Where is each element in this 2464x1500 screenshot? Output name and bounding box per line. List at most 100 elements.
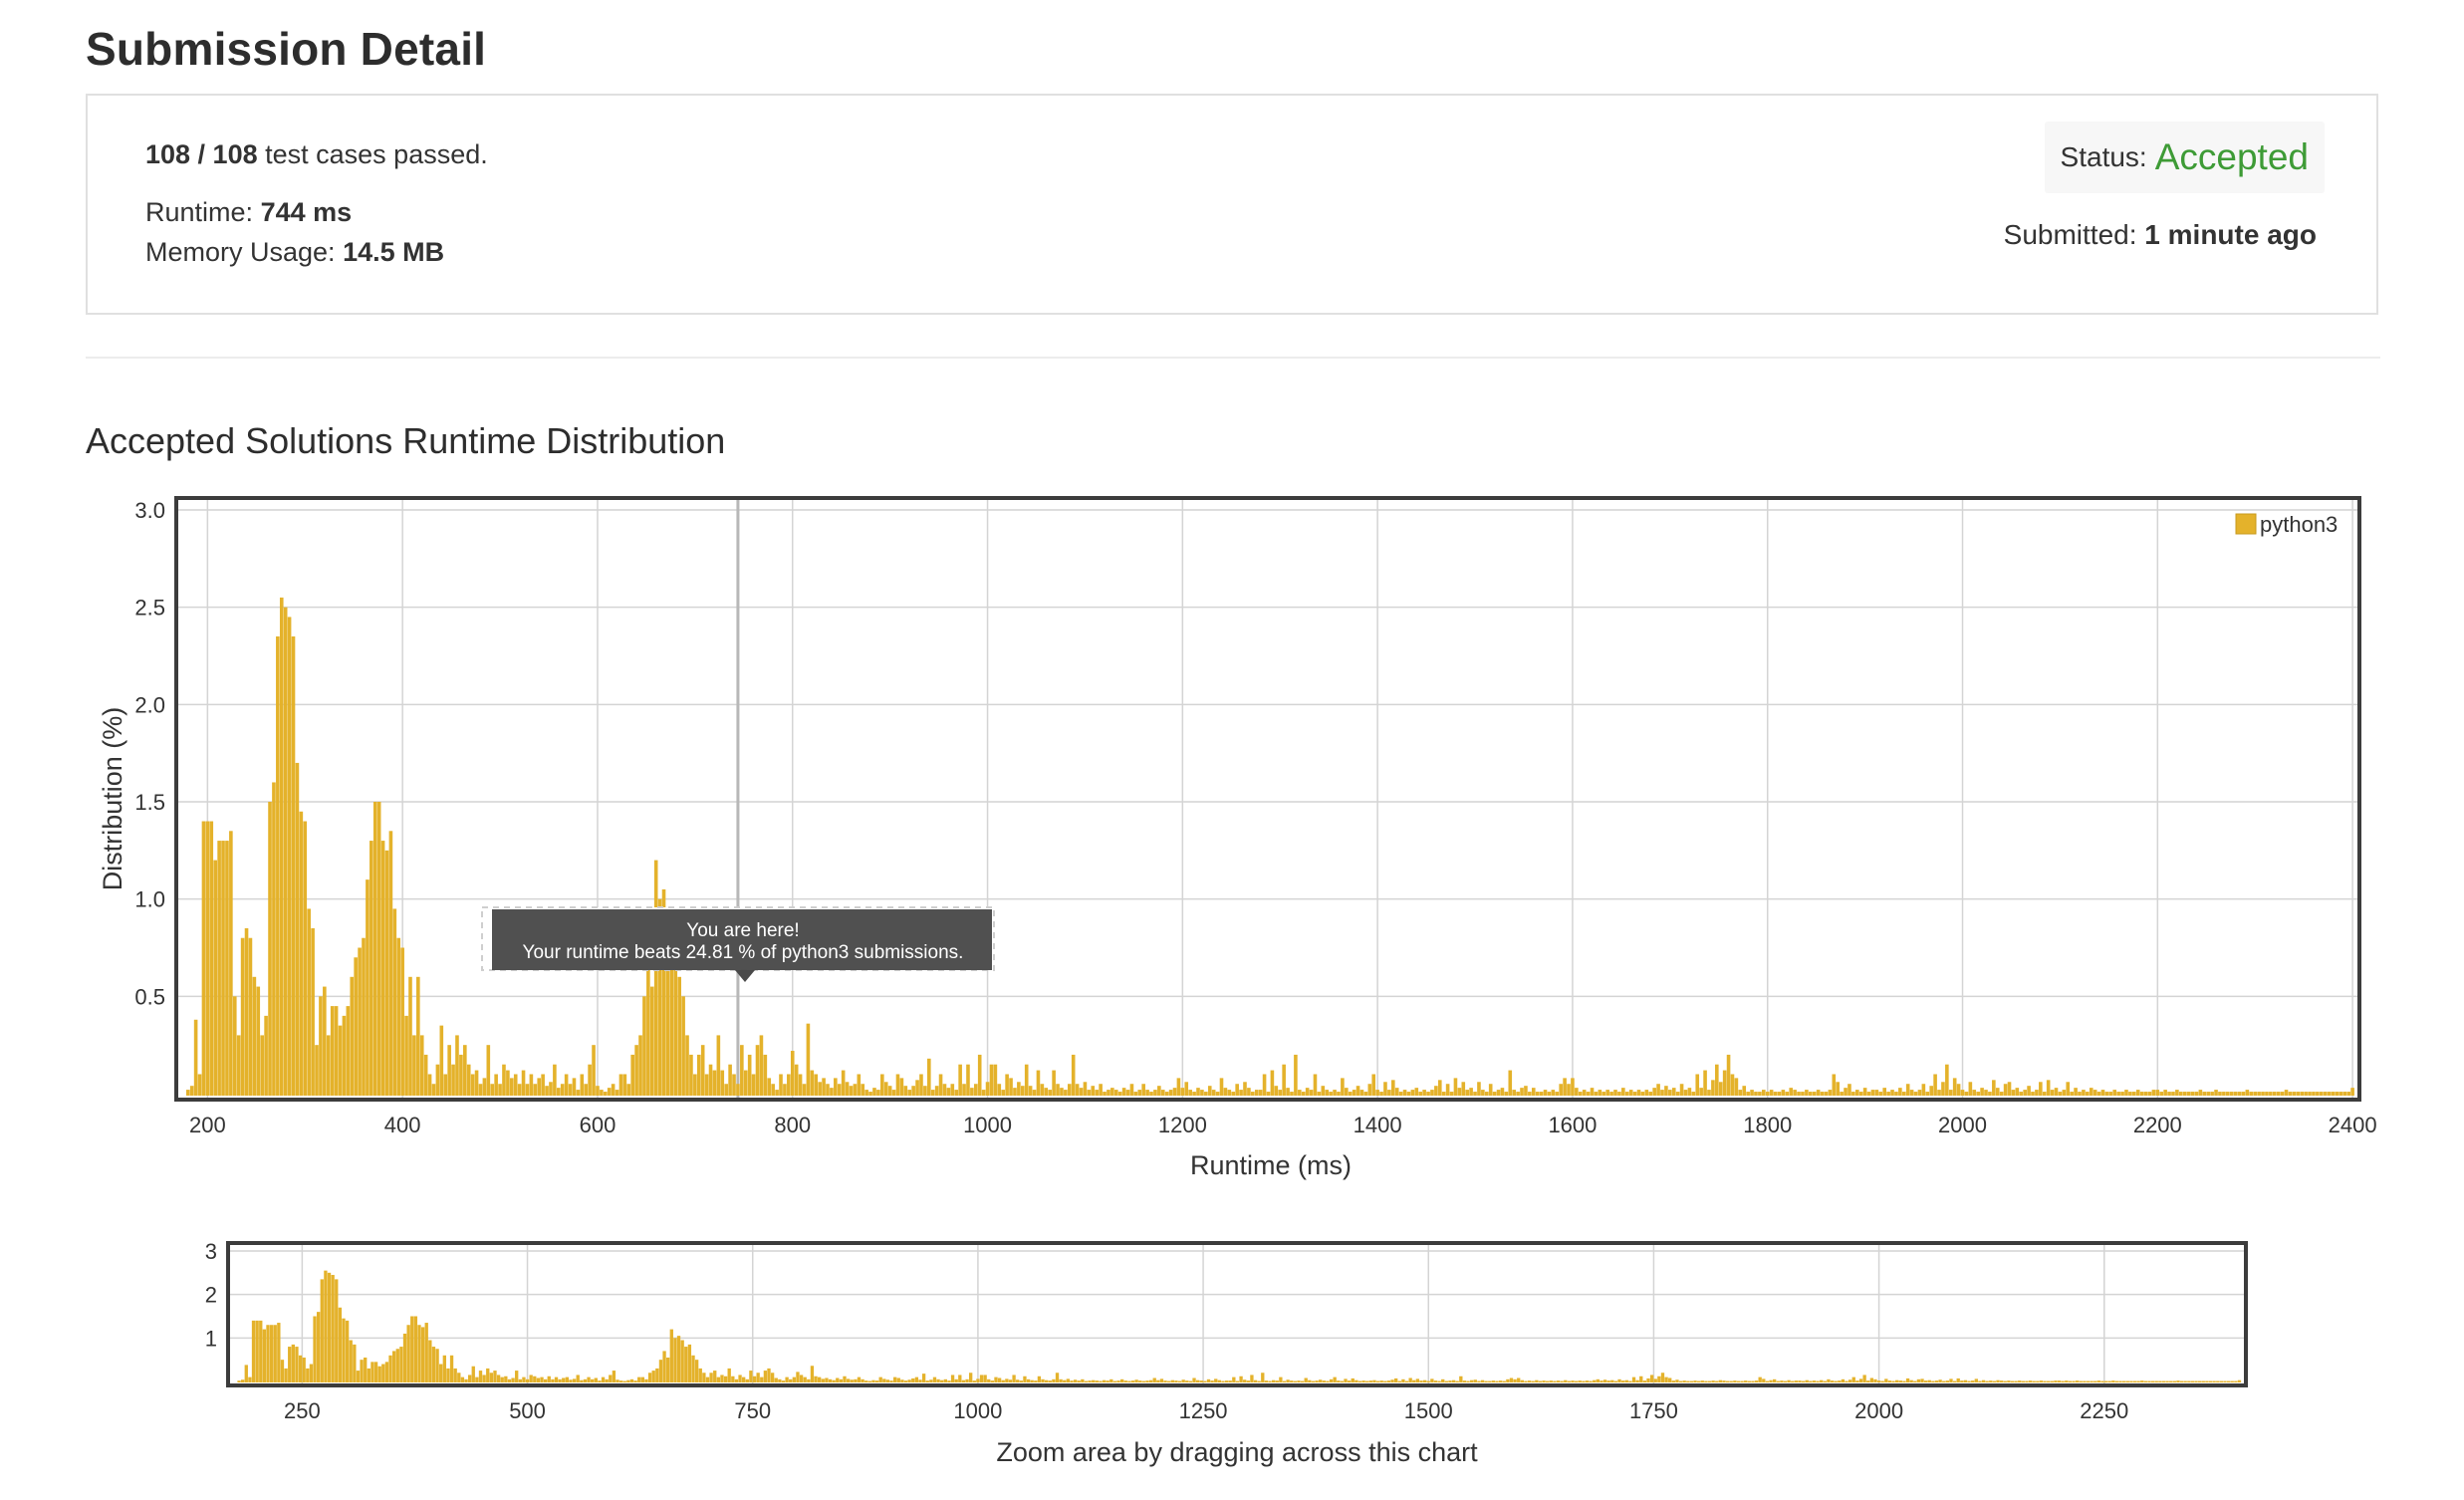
overview-bar — [1801, 1380, 1806, 1382]
main-chart-grid — [178, 500, 2357, 1098]
distribution-bar — [2323, 1092, 2328, 1096]
distribution-bar — [2284, 1090, 2289, 1096]
overview-bar — [525, 1378, 530, 1382]
overview-chart-grid — [230, 1245, 2244, 1383]
distribution-bar — [1781, 1090, 1786, 1096]
overview-bar — [878, 1376, 882, 1382]
distribution-bar — [2194, 1092, 2199, 1096]
overview-bar — [1765, 1380, 1770, 1382]
distribution-bar — [572, 1078, 577, 1096]
overview-bar — [2212, 1380, 2216, 1382]
overview-bar — [2079, 1380, 2083, 1382]
overview-y-tick-label: 3 — [205, 1239, 217, 1264]
overview-bar — [1653, 1378, 1657, 1382]
distribution-bar — [521, 1070, 526, 1096]
distribution-bar — [1099, 1084, 1103, 1096]
distribution-bar — [2011, 1090, 2016, 1096]
distribution-bar — [1512, 1090, 1516, 1096]
distribution-bar — [1329, 1092, 1333, 1096]
overview-bar — [1891, 1380, 1895, 1382]
distribution-bar — [1215, 1092, 1220, 1096]
overview-bar — [1408, 1377, 1412, 1382]
distribution-bar — [1524, 1086, 1528, 1096]
overview-bar — [1228, 1380, 1232, 1382]
overview-bar — [2150, 1380, 2155, 1382]
distribution-bar — [1188, 1090, 1192, 1096]
overview-bar — [420, 1327, 425, 1382]
distribution-bar — [323, 986, 327, 1096]
distribution-bar — [264, 1015, 268, 1096]
overview-bar — [647, 1373, 652, 1382]
status-label: Status: — [2060, 141, 2147, 172]
distribution-bar — [1878, 1092, 1883, 1096]
overview-bar — [1159, 1378, 1164, 1382]
overview-bar — [965, 1378, 969, 1382]
main-chart-frame[interactable] — [174, 496, 2361, 1102]
overview-bar — [1999, 1380, 2004, 1382]
distribution-bar — [1964, 1092, 1969, 1096]
distribution-bar — [193, 1019, 198, 1096]
distribution-bar — [2292, 1092, 2297, 1096]
distribution-bar — [537, 1078, 542, 1096]
distribution-bar — [1125, 1090, 1130, 1096]
y-tick-label: 2.0 — [134, 692, 165, 717]
distribution-bar — [1734, 1078, 1739, 1096]
overview-bar — [320, 1279, 324, 1382]
distribution-bar — [1765, 1092, 1770, 1096]
distribution-bar — [338, 1025, 343, 1096]
overview-bar — [1905, 1377, 1910, 1382]
overview-bar — [1560, 1380, 1564, 1382]
distribution-bar — [2233, 1092, 2238, 1096]
distribution-bar — [642, 996, 646, 1096]
distribution-bar — [1668, 1090, 1672, 1096]
overview-chart-frame[interactable] — [226, 1241, 2248, 1387]
distribution-bar — [1410, 1090, 1415, 1096]
overview-bar — [515, 1371, 519, 1382]
overview-bar — [1088, 1380, 1092, 1382]
distribution-bar — [767, 1078, 772, 1096]
distribution-bar — [549, 1082, 553, 1096]
overview-bar — [384, 1362, 389, 1382]
distribution-bar — [1785, 1092, 1790, 1096]
distribution-bar — [942, 1084, 947, 1096]
distribution-bar — [427, 1074, 432, 1096]
distribution-bar — [1652, 1088, 1656, 1096]
distribution-bar — [2070, 1092, 2074, 1096]
chart-legend[interactable]: python3 — [2235, 512, 2338, 537]
overview-bar — [576, 1375, 580, 1382]
distribution-bar — [1129, 1084, 1134, 1096]
overview-bar — [1441, 1378, 1445, 1382]
distribution-bar — [1848, 1084, 1851, 1096]
overview-bar — [738, 1375, 742, 1382]
overview-bar — [1008, 1379, 1013, 1382]
overview-bar — [1718, 1379, 1723, 1382]
overview-bar — [1754, 1380, 1759, 1382]
overview-bar — [994, 1376, 998, 1382]
distribution-bar — [743, 1070, 748, 1096]
overview-bar — [1823, 1380, 1827, 1382]
distribution-bar — [1874, 1090, 1879, 1096]
overview-bar — [1437, 1380, 1441, 1382]
legend-swatch-python3 — [2235, 513, 2257, 535]
distribution-bar — [2066, 1082, 2071, 1096]
overview-bar — [395, 1349, 399, 1382]
overview-bar — [424, 1323, 428, 1382]
overview-bar — [1063, 1379, 1067, 1382]
overview-bar — [2172, 1380, 2176, 1382]
overview-bar — [1916, 1378, 1921, 1382]
overview-bar — [1357, 1380, 1362, 1382]
overview-bar — [622, 1380, 626, 1382]
distribution-bar — [1258, 1090, 1263, 1096]
distribution-bar — [225, 841, 229, 1096]
distribution-bar — [366, 879, 370, 1096]
overview-bar — [2223, 1380, 2227, 1382]
overview-bar — [1433, 1380, 1438, 1382]
distribution-bar — [1691, 1092, 1696, 1096]
distribution-bar — [2280, 1092, 2285, 1096]
overview-bar — [449, 1355, 454, 1382]
distribution-bar — [525, 1084, 530, 1096]
distribution-bar — [1801, 1092, 1805, 1096]
overview-x-tick-label: 1000 — [953, 1398, 1002, 1423]
distribution-bar — [459, 1054, 463, 1096]
